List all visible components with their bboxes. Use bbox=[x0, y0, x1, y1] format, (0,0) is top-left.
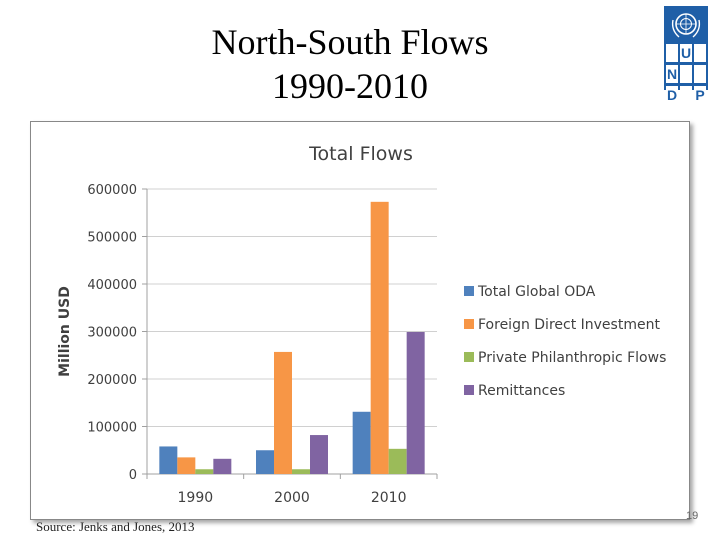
legend-entry: Total Global ODA bbox=[477, 284, 596, 300]
legend-swatch bbox=[464, 352, 474, 362]
y-tick-label: 600000 bbox=[87, 183, 137, 198]
chart-frame: Total Flows 0 100000 200000 300000 400000 5000… bbox=[30, 121, 690, 520]
bar-private-philanthropic-flows-2000 bbox=[292, 469, 310, 474]
x-tick-label: 2000 bbox=[274, 490, 310, 506]
bar-foreign-direct-investment-2000 bbox=[274, 351, 292, 474]
y-tick-label: 0 bbox=[129, 468, 137, 483]
bar-foreign-direct-investment-2010 bbox=[370, 201, 389, 474]
bar-private-philanthropic-flows-1990 bbox=[195, 469, 214, 474]
legend-swatch bbox=[464, 385, 474, 395]
bar-remittances-2010 bbox=[406, 331, 425, 474]
x-tick-label: 2010 bbox=[371, 490, 407, 506]
logo-letter-d: D bbox=[666, 86, 678, 104]
logo-letter-n: N bbox=[666, 65, 678, 83]
page-number: 19 bbox=[686, 510, 699, 522]
legend-swatch bbox=[464, 319, 474, 329]
y-tick-label: 200000 bbox=[87, 373, 137, 388]
legend-entry: Remittances bbox=[478, 383, 565, 399]
bar-foreign-direct-investment-1990 bbox=[177, 457, 196, 474]
y-axis-label: Million USD bbox=[57, 286, 73, 377]
chart-title: Total Flows bbox=[308, 143, 413, 165]
title-line-1: North-South Flows bbox=[211, 22, 489, 62]
bar-remittances-2000 bbox=[310, 435, 328, 474]
y-tick-label: 100000 bbox=[87, 421, 137, 436]
y-tick-label: 500000 bbox=[87, 231, 137, 246]
x-tick-label: 1990 bbox=[178, 490, 214, 506]
title-line-2: 1990-2010 bbox=[272, 66, 428, 106]
legend-entry: Foreign Direct Investment bbox=[478, 317, 660, 333]
total-flows-chart: Total Flows 0 100000 200000 300000 400000 5000… bbox=[57, 143, 666, 506]
logo-letter-p: P bbox=[694, 86, 706, 104]
slide-title: North-South Flows 1990-2010 bbox=[150, 20, 550, 108]
un-emblem-icon bbox=[671, 13, 701, 38]
undp-logo: U N D P bbox=[664, 6, 708, 104]
bar-private-philanthropic-flows-2010 bbox=[388, 448, 407, 474]
y-tick-label: 300000 bbox=[87, 326, 137, 341]
bar-total-global-oda-2000 bbox=[256, 450, 274, 474]
bar-total-global-oda-1990 bbox=[159, 446, 178, 474]
bar-remittances-1990 bbox=[213, 458, 232, 474]
bar-total-global-oda-2010 bbox=[352, 411, 371, 474]
logo-letter-u: U bbox=[680, 44, 692, 62]
source-note: Source: Jenks and Jones, 2013 bbox=[36, 519, 195, 534]
legend-swatch bbox=[464, 286, 474, 296]
y-tick-label: 400000 bbox=[87, 278, 137, 293]
legend-entry: Private Philanthropic Flows bbox=[478, 350, 666, 366]
